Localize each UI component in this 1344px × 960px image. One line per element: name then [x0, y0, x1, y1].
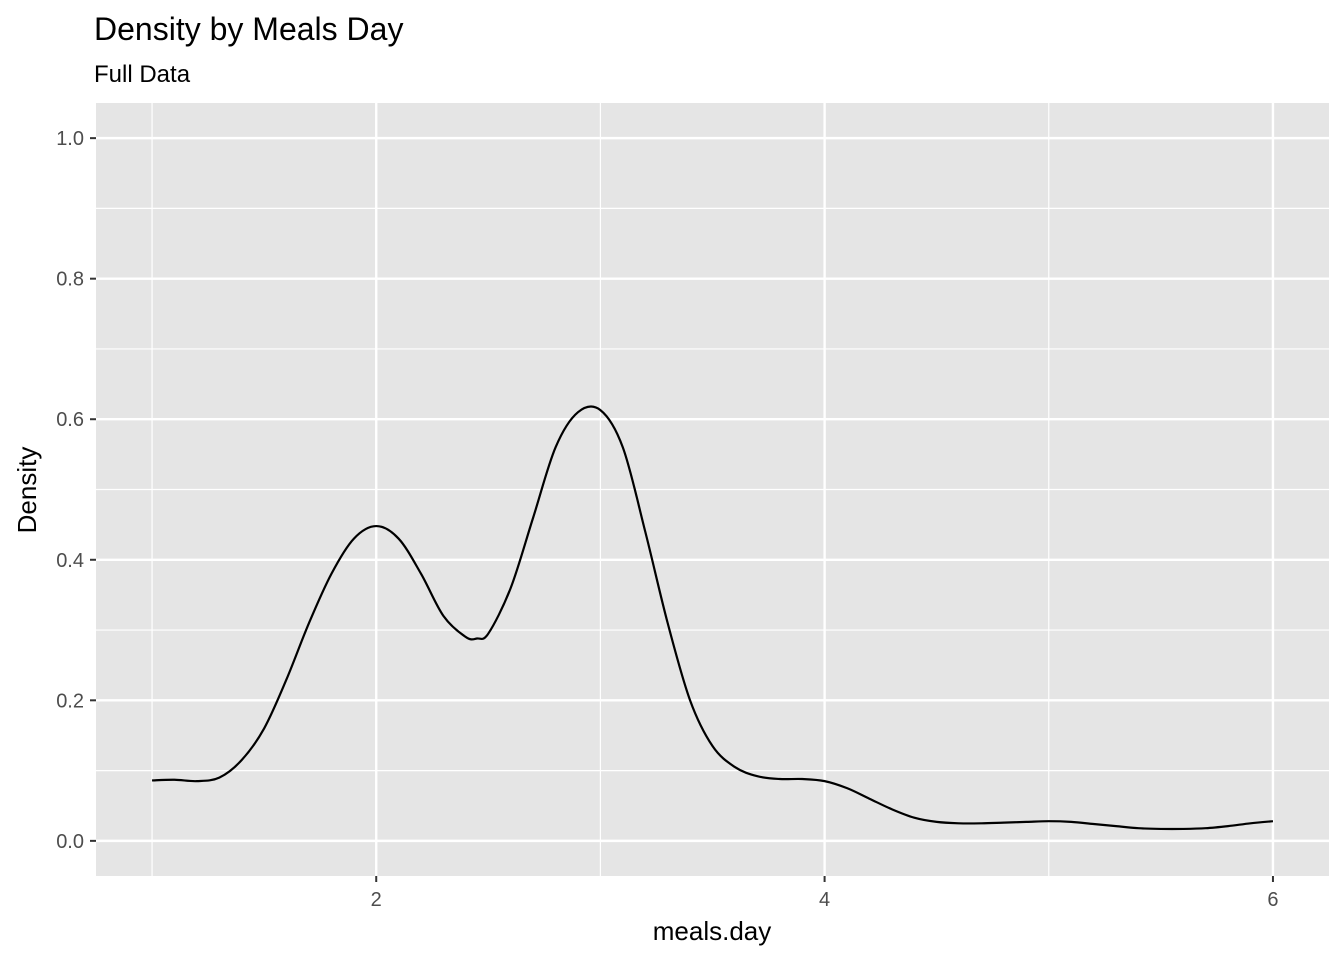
- y-tick-label: 0.8: [56, 269, 84, 291]
- x-axis: 2 4 6: [371, 876, 1279, 911]
- x-axis-title: meals.day: [653, 916, 772, 946]
- y-tick-label: 1.0: [56, 128, 84, 150]
- minor-gridlines: [96, 103, 1329, 876]
- chart-title: Density by Meals Day: [94, 11, 403, 47]
- y-tick-label: 0.6: [56, 409, 84, 431]
- x-tick-label: 4: [819, 889, 830, 911]
- y-tick-label: 0.2: [56, 690, 84, 712]
- density-curve: [152, 405, 1274, 831]
- y-tick-label: 0.0: [56, 831, 84, 853]
- y-axis-title: Density: [12, 447, 42, 534]
- y-tick-label: 0.4: [56, 550, 84, 572]
- y-axis: 0.0 0.2 0.4 0.6 0.8 1.0: [56, 128, 96, 853]
- major-gridlines: [96, 103, 1329, 876]
- chart-subtitle: Full Data: [94, 61, 191, 88]
- x-tick-label: 6: [1267, 889, 1278, 911]
- x-tick-label: 2: [371, 889, 382, 911]
